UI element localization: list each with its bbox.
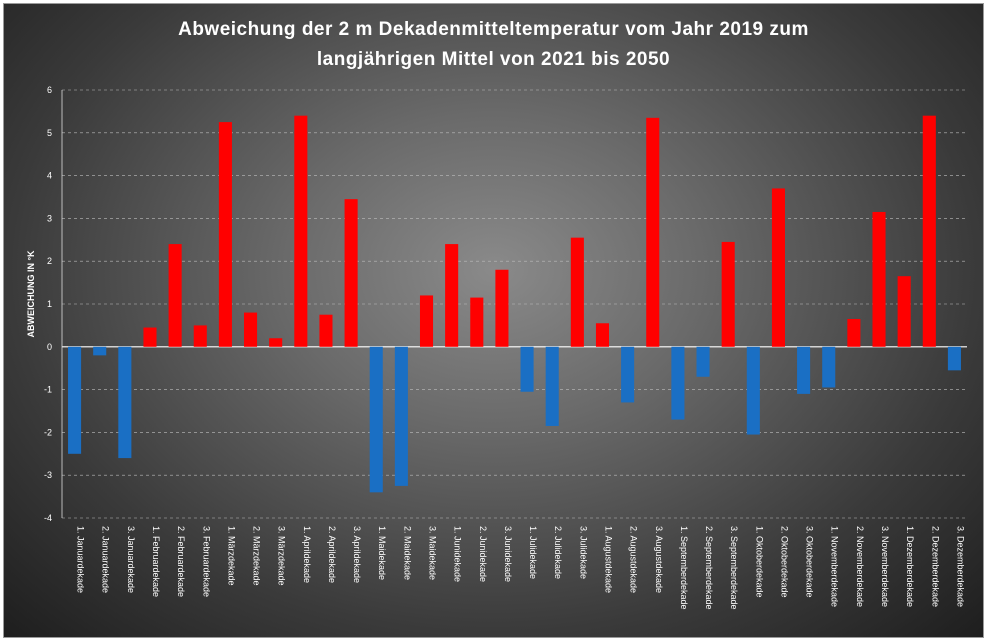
y-tick-label: -3 <box>44 470 52 480</box>
x-tick-label: 2. Novemberdekade <box>855 526 865 607</box>
y-axis-label: ABWEICHUNG IN °K <box>26 250 36 338</box>
bar <box>319 314 333 347</box>
y-tick-labels: -4 -3 -2 -1 0 1 2 3 4 5 6 <box>44 85 52 523</box>
bar <box>721 241 735 347</box>
x-tick-label: 3. Dezemberdekade <box>955 526 965 607</box>
x-tick-label: 3. Novemberdekade <box>880 526 890 607</box>
y-tick-label: 6 <box>47 85 52 95</box>
chart-title-line-1: Abweichung der 2 m Dekadenmitteltemperat… <box>178 19 809 40</box>
x-tick-label: 1. Märzdekade <box>226 526 236 586</box>
x-tick-label: 1. Junidekade <box>453 526 463 582</box>
x-tick-label: 3. Julidekade <box>578 526 588 579</box>
x-tick-labels: 1. Januardekade 2. Januardekade 3. Januard… <box>76 526 966 610</box>
y-tick-label: 5 <box>47 128 52 138</box>
bar <box>168 244 182 347</box>
x-tick-label: 2. Januardekade <box>101 526 111 593</box>
x-tick-label: 1. Januardekade <box>76 526 86 593</box>
y-tick-label: -4 <box>44 513 52 523</box>
x-tick-label: 2. Februardekade <box>176 526 186 597</box>
bar <box>143 327 157 347</box>
bar <box>621 346 635 403</box>
x-tick-label: 1. Septemberdekade <box>679 526 689 610</box>
bar <box>394 346 408 486</box>
x-tick-label: 1. Novemberdekade <box>830 526 840 607</box>
x-tick-label: 2. Märzdekade <box>252 526 262 586</box>
x-tick-label: 3. Aprildekade <box>352 526 362 583</box>
bar <box>495 269 509 347</box>
bar <box>118 346 132 459</box>
bar <box>822 346 836 388</box>
bar <box>797 346 811 394</box>
x-tick-label: 1. Julidekade <box>528 526 538 579</box>
x-tick-label: 3. Augustdekade <box>654 526 664 593</box>
x-tick-label: 1. Februardekade <box>151 526 161 597</box>
x-tick-label: 1. Dezemberdekade <box>905 526 915 607</box>
x-tick-label: 2. Aprildekade <box>327 526 337 583</box>
x-tick-label: 2. Junidekade <box>478 526 488 582</box>
x-tick-label: 2. Maidekade <box>402 526 412 580</box>
x-tick-label: 3. Märzdekade <box>277 526 287 586</box>
x-tick-label: 1. Augustdekade <box>603 526 613 593</box>
bars <box>68 115 961 493</box>
bar <box>520 346 534 392</box>
x-tick-label: 2. Augustdekade <box>629 526 639 593</box>
bar <box>344 199 358 347</box>
bar <box>244 312 258 347</box>
bar <box>771 188 785 347</box>
x-tick-label: 1. Oktoberdekade <box>754 526 764 598</box>
x-tick-label: 3. Oktoberdekade <box>805 526 815 598</box>
bar <box>595 323 610 347</box>
x-tick-label: 1. Maidekade <box>377 526 387 580</box>
y-tick-label: 3 <box>47 213 52 223</box>
bar <box>570 237 584 347</box>
y-tick-label: 0 <box>47 342 52 352</box>
x-tick-label: 2. Dezemberdekade <box>930 526 940 607</box>
bar <box>470 297 484 347</box>
bar <box>545 346 559 426</box>
y-tick-label: -2 <box>44 427 52 437</box>
y-tick-label: 4 <box>47 171 52 181</box>
x-tick-label: 3. Septemberdekade <box>729 526 739 610</box>
chart-frame <box>3 3 984 638</box>
y-tick-label: 2 <box>47 256 52 266</box>
gridlines <box>61 89 967 519</box>
chart-title-line-2: langjährigen Mittel von 2021 bis 2050 <box>316 49 671 70</box>
y-tick-label: 1 <box>47 299 52 309</box>
x-tick-label: 2. Oktoberdekade <box>779 526 789 598</box>
x-tick-label: 3. Februardekade <box>201 526 211 597</box>
bar <box>696 346 710 377</box>
bar <box>93 346 107 356</box>
x-tick-label: 3. Januardekade <box>126 526 136 593</box>
bar <box>193 325 207 347</box>
x-tick-label: 2. Julidekade <box>553 526 563 579</box>
bar <box>922 115 936 347</box>
bar <box>419 295 434 347</box>
x-tick-label: 3. Maidekade <box>428 526 438 580</box>
bar <box>445 244 459 347</box>
bar <box>671 346 685 420</box>
y-tick-label: -1 <box>44 385 52 395</box>
bar <box>947 346 961 371</box>
bar <box>68 346 82 454</box>
bar <box>646 117 660 347</box>
x-tick-label: 2. Septemberdekade <box>704 526 714 610</box>
bar <box>897 276 911 347</box>
bar <box>872 211 886 347</box>
bar <box>269 338 283 347</box>
bar <box>746 346 760 435</box>
bar <box>847 318 861 347</box>
x-tick-label: 3. Junidekade <box>503 526 513 582</box>
bar <box>294 115 308 347</box>
bar <box>218 122 232 347</box>
bar <box>369 346 383 493</box>
x-tick-label: 1. Aprildekade <box>302 526 312 583</box>
